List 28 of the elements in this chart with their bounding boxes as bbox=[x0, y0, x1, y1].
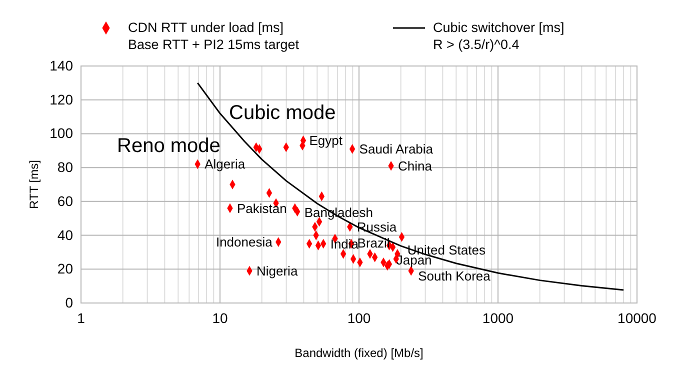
x-tick-label: 10000 bbox=[618, 310, 657, 326]
annotation: Egypt bbox=[309, 133, 343, 148]
x-tick-label: 100 bbox=[347, 310, 371, 326]
y-axis-title: RTT [ms] bbox=[27, 160, 41, 209]
annotation: Cubic mode bbox=[229, 102, 336, 124]
x-tick-label: 1 bbox=[77, 310, 86, 326]
annotation: Russia bbox=[356, 219, 398, 234]
legend-label: CDN RTT under load [ms] Base RTT + PI2 15ms target bbox=[128, 20, 300, 52]
x-tick-label: 1000 bbox=[482, 310, 514, 326]
annotation: Pakistan bbox=[236, 200, 287, 216]
y-tick-label: 60 bbox=[57, 192, 74, 209]
y-tick-label: 40 bbox=[57, 226, 74, 243]
y-tick-label: 80 bbox=[57, 159, 74, 176]
annotation: South Korea bbox=[418, 268, 492, 284]
annotation: Nigeria bbox=[256, 263, 298, 278]
y-tick-label: 0 bbox=[65, 294, 74, 310]
annotation: Algeria bbox=[204, 156, 246, 172]
x-tick-label: 10 bbox=[212, 310, 228, 326]
annotation: Saudi Arabia bbox=[359, 142, 434, 156]
legend-label: Cubic switchover [ms] R > (3.5/r)^0.4 bbox=[433, 20, 564, 52]
annotation: Indonesia bbox=[216, 234, 274, 250]
x-axis-title: Bandwidth (fixed) [Mb/s] bbox=[294, 346, 424, 360]
y-tick-label: 20 bbox=[57, 260, 74, 277]
y-tick-label: 120 bbox=[50, 91, 74, 108]
annotation: Reno mode bbox=[117, 135, 220, 157]
y-tick-label: 140 bbox=[50, 57, 74, 74]
annotation: China bbox=[398, 158, 433, 174]
y-tick-label: 100 bbox=[50, 125, 74, 142]
